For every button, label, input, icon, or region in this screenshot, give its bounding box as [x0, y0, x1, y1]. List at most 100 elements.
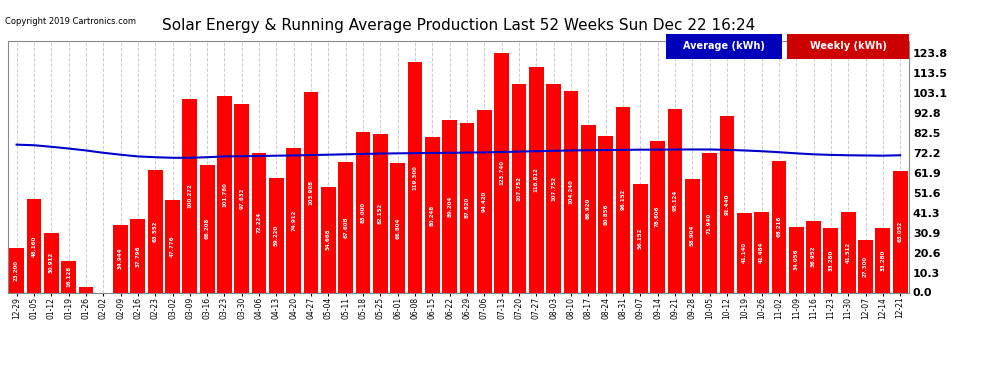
- Text: 71.940: 71.940: [707, 212, 712, 234]
- Text: 47.776: 47.776: [170, 236, 175, 257]
- Bar: [598, 136, 613, 292]
- Bar: [131, 219, 146, 292]
- Text: 101.780: 101.780: [222, 182, 227, 207]
- Text: 66.208: 66.208: [205, 218, 210, 239]
- Text: 63.052: 63.052: [898, 221, 903, 242]
- Bar: [408, 62, 423, 292]
- Text: 96.152: 96.152: [621, 189, 626, 210]
- Text: 91.440: 91.440: [725, 194, 730, 215]
- Bar: [650, 141, 665, 292]
- Bar: [858, 240, 873, 292]
- Text: 116.812: 116.812: [534, 167, 539, 192]
- Bar: [113, 225, 128, 292]
- Bar: [685, 178, 700, 292]
- Bar: [563, 91, 578, 292]
- Text: Copyright 2019 Cartronics.com: Copyright 2019 Cartronics.com: [5, 17, 136, 26]
- Bar: [165, 200, 180, 292]
- Bar: [771, 160, 786, 292]
- Text: 95.124: 95.124: [672, 190, 677, 211]
- Text: 27.300: 27.300: [863, 255, 868, 277]
- Text: 66.804: 66.804: [395, 217, 400, 238]
- Text: 123.740: 123.740: [499, 160, 504, 185]
- Text: 107.752: 107.752: [551, 176, 556, 201]
- Text: 87.620: 87.620: [464, 197, 469, 219]
- Bar: [841, 212, 855, 292]
- Text: 41.140: 41.140: [742, 242, 746, 263]
- Text: 59.220: 59.220: [274, 225, 279, 246]
- Bar: [148, 170, 162, 292]
- Bar: [61, 261, 76, 292]
- Bar: [425, 137, 440, 292]
- Bar: [737, 213, 751, 292]
- Text: 100.272: 100.272: [187, 183, 192, 208]
- Text: 56.152: 56.152: [638, 228, 643, 249]
- Bar: [443, 120, 457, 292]
- Text: 48.160: 48.160: [32, 236, 37, 256]
- Bar: [235, 104, 249, 292]
- Text: 94.420: 94.420: [482, 190, 487, 212]
- Text: 33.280: 33.280: [829, 250, 834, 271]
- Bar: [217, 96, 232, 292]
- Bar: [9, 248, 24, 292]
- Bar: [529, 67, 544, 292]
- Bar: [720, 116, 735, 292]
- Bar: [78, 286, 93, 292]
- Bar: [355, 132, 370, 292]
- Text: 86.920: 86.920: [586, 198, 591, 219]
- Bar: [633, 184, 647, 292]
- Text: 36.952: 36.952: [811, 246, 816, 267]
- Text: 74.912: 74.912: [291, 210, 296, 231]
- Bar: [27, 200, 42, 292]
- Bar: [286, 148, 301, 292]
- Bar: [702, 153, 717, 292]
- Text: 103.908: 103.908: [309, 180, 314, 205]
- Text: 89.204: 89.204: [447, 196, 452, 217]
- Bar: [339, 162, 353, 292]
- Bar: [304, 92, 319, 292]
- Text: 41.512: 41.512: [845, 242, 850, 263]
- Text: 119.300: 119.300: [413, 165, 418, 190]
- Text: 82.152: 82.152: [378, 202, 383, 223]
- Text: 104.240: 104.240: [568, 179, 573, 204]
- Bar: [477, 110, 492, 292]
- Bar: [321, 187, 336, 292]
- Text: 72.224: 72.224: [256, 212, 261, 233]
- Bar: [616, 106, 631, 292]
- Text: 41.484: 41.484: [759, 242, 764, 263]
- Bar: [512, 84, 527, 292]
- Title: Solar Energy & Running Average Production Last 52 Weeks Sun Dec 22 16:24: Solar Energy & Running Average Productio…: [161, 18, 755, 33]
- Text: 80.248: 80.248: [430, 204, 435, 226]
- Text: 37.796: 37.796: [136, 245, 141, 267]
- Text: 58.904: 58.904: [690, 225, 695, 246]
- Bar: [581, 124, 596, 292]
- Text: 68.216: 68.216: [776, 216, 781, 237]
- Text: 34.056: 34.056: [794, 249, 799, 270]
- Text: 107.752: 107.752: [517, 176, 522, 201]
- Text: 54.668: 54.668: [326, 229, 331, 251]
- Text: 67.608: 67.608: [344, 216, 348, 238]
- Bar: [789, 226, 804, 292]
- Text: 63.552: 63.552: [152, 220, 157, 242]
- Bar: [200, 165, 215, 292]
- Text: 83.000: 83.000: [360, 202, 365, 223]
- Bar: [667, 109, 682, 292]
- Bar: [546, 84, 561, 292]
- Text: 33.280: 33.280: [880, 250, 885, 271]
- Text: 34.944: 34.944: [118, 248, 123, 270]
- Bar: [44, 233, 58, 292]
- Bar: [373, 134, 388, 292]
- Text: 80.856: 80.856: [603, 204, 608, 225]
- Text: 30.912: 30.912: [49, 252, 53, 273]
- Bar: [459, 123, 474, 292]
- Text: 16.128: 16.128: [66, 266, 71, 288]
- Bar: [182, 99, 197, 292]
- Text: 97.632: 97.632: [240, 188, 245, 209]
- Text: 23.200: 23.200: [14, 260, 19, 280]
- Bar: [390, 164, 405, 292]
- Text: 78.606: 78.606: [655, 206, 660, 227]
- Bar: [494, 53, 509, 292]
- Bar: [754, 212, 769, 292]
- Bar: [893, 171, 908, 292]
- Bar: [875, 228, 890, 292]
- Bar: [824, 228, 839, 292]
